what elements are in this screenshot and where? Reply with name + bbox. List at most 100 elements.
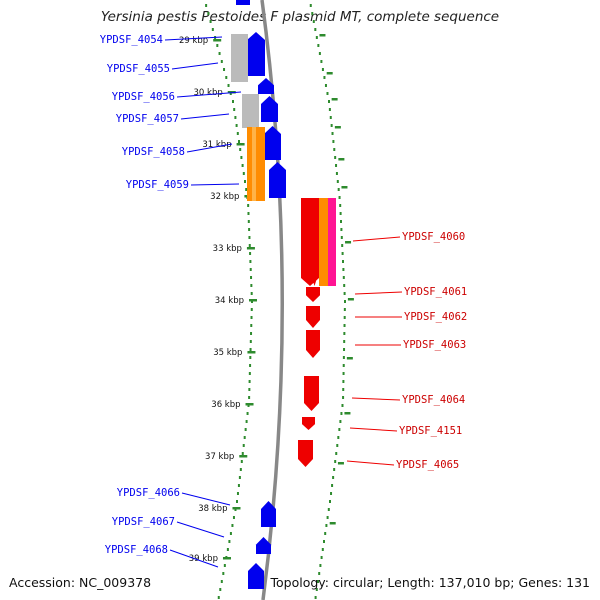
outer-guide-dot bbox=[330, 492, 333, 495]
outer-guide-dot bbox=[343, 284, 346, 287]
gene-leader-line bbox=[351, 397, 401, 401]
outer-guide-dot bbox=[343, 292, 346, 295]
gene-label-ypdsf_4056[interactable]: YPDSF_4056 bbox=[112, 91, 175, 103]
gene-label-ypdsf_4066[interactable]: YPDSF_4066 bbox=[117, 487, 180, 499]
outer-guide-dot bbox=[332, 140, 335, 143]
outer-guide-dot bbox=[330, 124, 333, 127]
gene-leader-line bbox=[164, 36, 223, 41]
outer-guide-dot bbox=[340, 412, 343, 415]
outer-guide-dot bbox=[326, 92, 329, 95]
outer-guide-dot bbox=[342, 364, 345, 367]
inner-guide-dot bbox=[238, 140, 240, 143]
gene-label-ypdsf_4065[interactable]: YPDSF_4065 bbox=[396, 459, 459, 471]
inner-guide-dot bbox=[223, 564, 226, 567]
inner-guide-dot bbox=[248, 228, 251, 231]
gene-leader-line bbox=[181, 492, 231, 506]
inner-guide-dot bbox=[249, 252, 252, 255]
gene-arrow-reverse bbox=[312, 198, 317, 286]
inner-guide-dot bbox=[220, 580, 223, 583]
outer-guide-dot bbox=[339, 212, 342, 215]
gene-label-ypdsf_4067[interactable]: YPDSF_4067 bbox=[112, 516, 175, 528]
outer-guide-dot bbox=[344, 300, 346, 303]
outer-guide-dot bbox=[340, 236, 343, 239]
dotted-guides bbox=[205, 4, 354, 599]
outer-guide-dot bbox=[333, 148, 336, 151]
outer-guide-dot bbox=[342, 396, 345, 399]
kbp-tick-mark bbox=[239, 455, 248, 458]
gene-label-ypdsf_4057[interactable]: YPDSF_4057 bbox=[116, 113, 179, 125]
outer-guide-dot bbox=[321, 548, 324, 551]
outer-guide-dot bbox=[342, 372, 345, 375]
inner-guide-dot bbox=[248, 380, 251, 383]
kbp-tick-label: 33 kbp bbox=[213, 244, 242, 254]
gene-label-ypdsf_4055[interactable]: YPDSF_4055 bbox=[107, 63, 170, 75]
gene-label-ypdsf_4063[interactable]: YPDSF_4063 bbox=[403, 339, 466, 351]
kbp-tick-label: 36 kbp bbox=[211, 400, 240, 410]
gene-arrow-forward bbox=[258, 78, 274, 94]
outer-guide-dot bbox=[325, 524, 328, 527]
outer-guide-dot bbox=[342, 388, 345, 391]
gene-label-ypdsf_4058[interactable]: YPDSF_4058 bbox=[122, 146, 185, 158]
gene-label-ypdsf_4054[interactable]: YPDSF_4054 bbox=[100, 34, 163, 46]
gene-label-ypdsf_4068[interactable]: YPDSF_4068 bbox=[105, 544, 168, 556]
gene-arrow-forward bbox=[248, 563, 264, 589]
gene-feature-magenta bbox=[328, 198, 336, 286]
kbp-tick-mark bbox=[247, 351, 256, 354]
kbp-tick-label: 34 kbp bbox=[215, 296, 244, 306]
outer-guide-dot bbox=[327, 508, 330, 511]
outer-guide-dot bbox=[332, 476, 335, 479]
outer-guide-dot bbox=[343, 348, 346, 351]
inner-guide-dot bbox=[247, 220, 250, 223]
outer-guide-dot bbox=[341, 244, 344, 247]
inner-guide-dot bbox=[220, 60, 223, 63]
inner-guide-dot bbox=[236, 492, 239, 495]
outer-guide-dot bbox=[342, 268, 345, 271]
outer-guide-dot bbox=[323, 540, 325, 543]
outer-tick-dash bbox=[326, 72, 333, 75]
gene-label-ypdsf_4151[interactable]: YPDSF_4151 bbox=[399, 425, 462, 437]
outer-guide-dot bbox=[320, 60, 323, 63]
outer-tick-dash bbox=[319, 34, 326, 37]
outer-guide-dot bbox=[329, 116, 332, 119]
outer-guide-dot bbox=[342, 356, 345, 359]
outer-guide-dot bbox=[319, 564, 322, 567]
kbp-tick-label: 30 kbp bbox=[194, 88, 223, 98]
kbp-tick-mark bbox=[249, 299, 257, 302]
inner-guide-dot bbox=[228, 540, 231, 543]
outer-guide-dot bbox=[338, 428, 341, 431]
inner-guide-dot bbox=[250, 292, 253, 295]
gene-arrow-reverse bbox=[306, 287, 320, 302]
outer-guide-dot bbox=[321, 68, 324, 71]
gene-arrow-reverse bbox=[306, 306, 320, 328]
inner-guide-dot bbox=[227, 84, 230, 87]
outer-guide-dot bbox=[326, 516, 329, 519]
inner-guide-dot bbox=[241, 452, 244, 455]
outer-tick-dash bbox=[344, 412, 351, 415]
gene-label-ypdsf_4059[interactable]: YPDSF_4059 bbox=[126, 179, 189, 191]
outer-guide-dot bbox=[335, 172, 338, 175]
inner-guide-dot bbox=[238, 476, 241, 479]
gene-label-ypdsf_4064[interactable]: YPDSF_4064 bbox=[402, 394, 465, 406]
inner-guide-dot bbox=[250, 332, 253, 335]
inner-guide-dot bbox=[244, 180, 246, 183]
outer-guide-dot bbox=[340, 220, 342, 223]
accession-text: Accession: NC_009378 bbox=[9, 575, 152, 590]
inner-guide-dot bbox=[229, 532, 232, 535]
outer-guide-dot bbox=[334, 156, 337, 159]
kbp-tick-mark bbox=[245, 403, 254, 406]
outer-guide-dot bbox=[338, 196, 341, 199]
gene-label-ypdsf_4062[interactable]: YPDSF_4062 bbox=[404, 311, 467, 323]
kbp-tick-label: 37 kbp bbox=[205, 452, 234, 462]
outer-guide-dot bbox=[340, 228, 343, 231]
gene-label-ypdsf_4060[interactable]: YPDSF_4060 bbox=[402, 231, 465, 243]
gene-feature-orange bbox=[319, 198, 329, 286]
gene-label-ypdsf_4061[interactable]: YPDSF_4061 bbox=[404, 286, 467, 298]
outer-guide-dot bbox=[309, 4, 312, 7]
gene-feature-gray bbox=[242, 94, 259, 128]
gene-leader-line bbox=[171, 62, 219, 70]
inner-guide-dot bbox=[249, 348, 252, 351]
outer-tick-dash bbox=[338, 158, 345, 161]
inner-guide-dot bbox=[207, 12, 210, 15]
gene-leader-line bbox=[176, 521, 225, 538]
